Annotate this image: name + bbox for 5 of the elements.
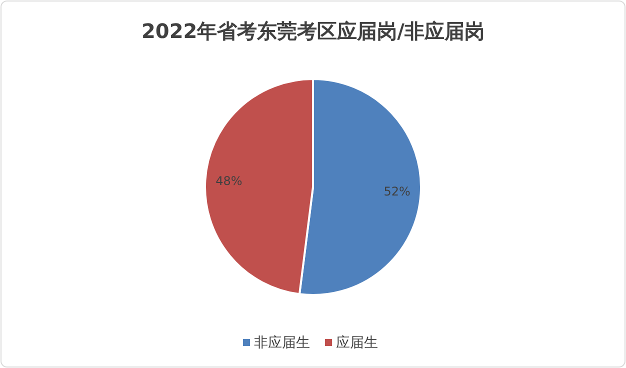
legend-label: 非应届生 — [254, 334, 310, 351]
chart-title: 2022年省考东莞考区应届岗/非应届岗 — [142, 19, 484, 43]
legend-label: 应届生 — [336, 334, 378, 351]
data-label: 48% — [216, 174, 242, 188]
data-label: 52% — [384, 184, 410, 199]
